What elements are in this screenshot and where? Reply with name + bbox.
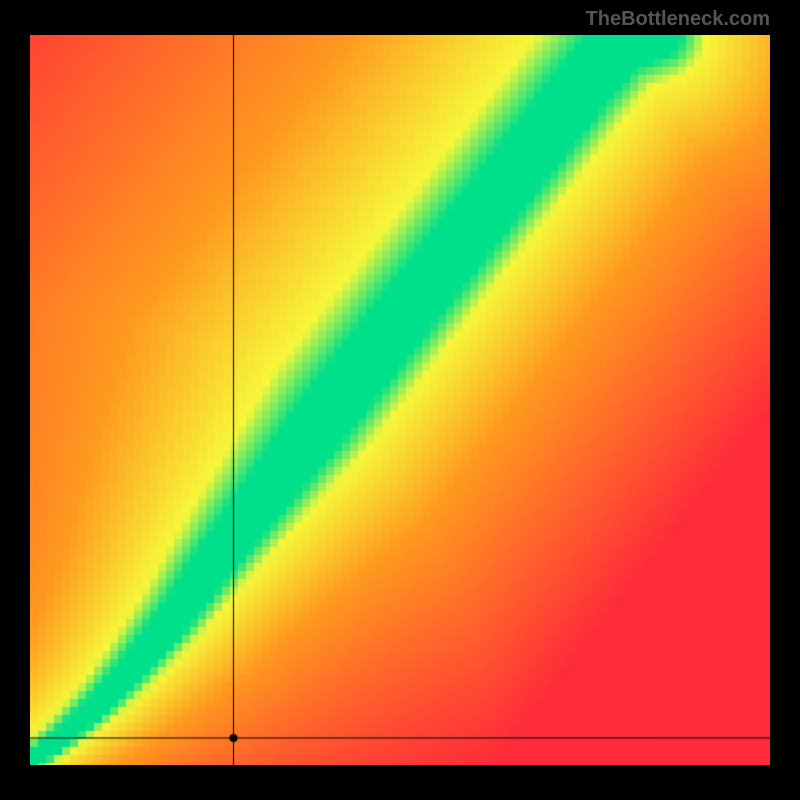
heatmap-canvas	[30, 35, 770, 765]
chart-container: TheBottleneck.com	[0, 0, 800, 800]
watermark-text: TheBottleneck.com	[586, 8, 770, 31]
plot-frame	[30, 35, 770, 765]
